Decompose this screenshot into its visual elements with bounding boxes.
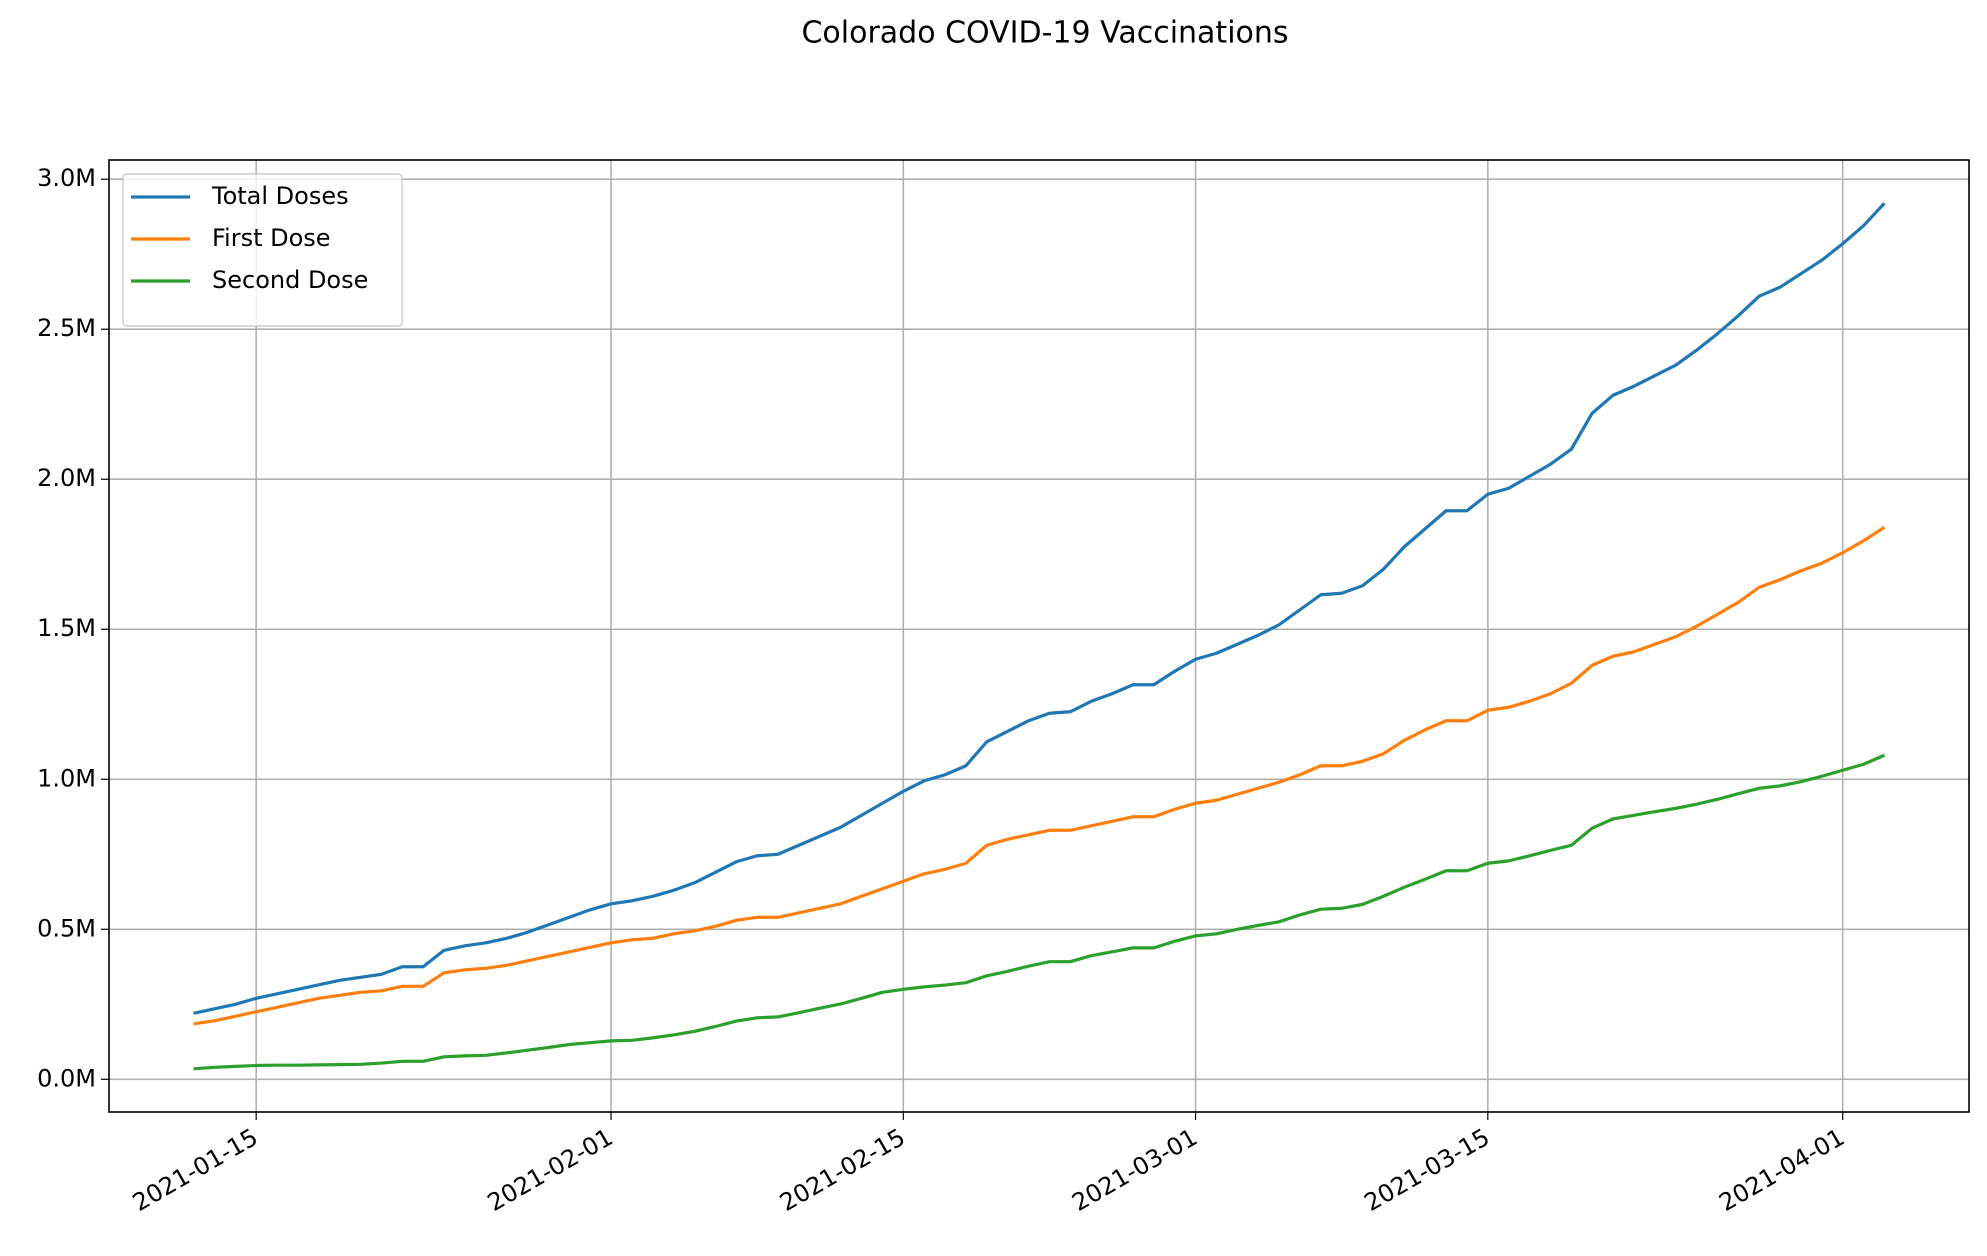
x-tick-label: 2021-03-15 [1360,1123,1495,1217]
y-tick-label: 0.5M [37,914,96,942]
x-tick-label: 2021-02-01 [483,1123,618,1217]
plot-frame [108,159,1970,1113]
x-tick-label: 2021-04-01 [1714,1123,1849,1217]
x-tick-label: 2021-03-01 [1067,1123,1202,1217]
y-tick-label: 0.0M [37,1064,96,1092]
y-tick-label: 1.0M [37,764,96,792]
x-tick-label: 2021-02-15 [775,1123,910,1217]
y-tick-label: 3.0M [37,164,96,192]
y-tick-label: 1.5M [37,614,96,642]
legend-label: Total Doses [211,182,349,210]
legend-label: First Dose [212,224,331,252]
legend-box [122,173,403,327]
chart-title: Colorado COVID-19 Vaccinations [801,16,1288,51]
y-tick-label: 2.0M [37,464,96,492]
y-tick-label: 2.5M [37,314,96,342]
legend: Total Doses First Dose Second Dose [122,173,403,327]
x-tick-label: 2021-01-15 [128,1123,263,1217]
data-line [193,202,1886,1015]
data-line [193,525,1886,1026]
data-line [193,753,1886,1071]
legend-label: Second Dose [212,266,368,294]
